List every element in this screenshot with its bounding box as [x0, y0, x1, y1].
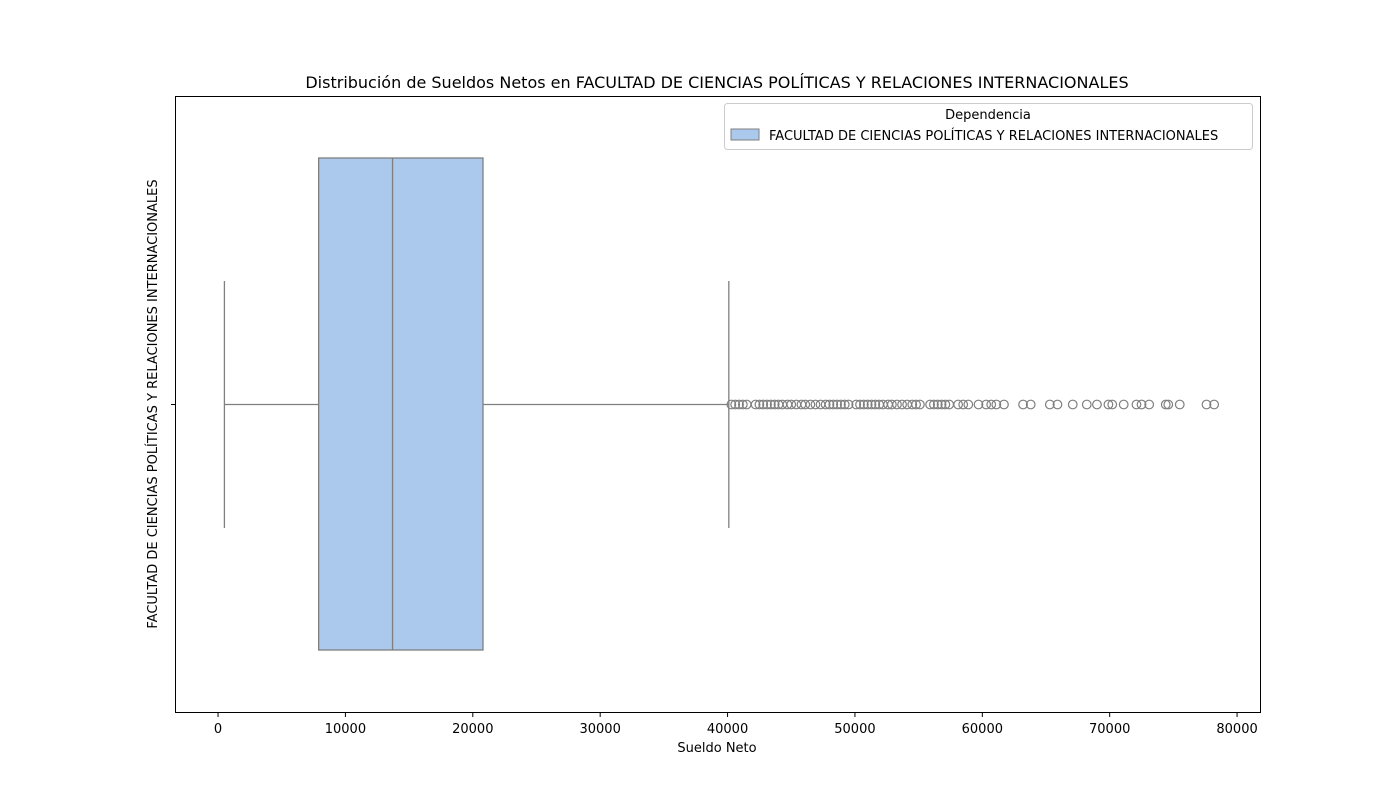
outlier-point — [1018, 399, 1028, 410]
outlier-point — [911, 399, 921, 410]
outlier-point — [1067, 399, 1078, 410]
x-tick-label: 30000 — [579, 722, 620, 737]
chart-title: Distribución de Sueldos Netos en FACULTA… — [305, 73, 1128, 92]
outlier-point — [940, 399, 951, 410]
x-tick-label: 40000 — [707, 722, 748, 737]
outlier-point — [805, 399, 816, 410]
x-tick-label: 80000 — [1216, 722, 1257, 737]
outlier-point — [866, 399, 877, 410]
outlier-point — [769, 399, 780, 410]
outlier-point — [815, 399, 826, 410]
outlier-point — [958, 399, 969, 410]
outlier-point — [1044, 399, 1055, 410]
box-marks — [223, 157, 1220, 651]
outlier-point — [762, 399, 772, 410]
outlier-point — [999, 399, 1009, 410]
x-tick-label: 60000 — [962, 722, 1003, 737]
outlier-point — [800, 399, 811, 410]
outlier-point — [824, 399, 835, 410]
x-tick-label: 50000 — [834, 722, 875, 737]
outlier-point — [1136, 399, 1147, 410]
outlier-point — [843, 399, 854, 410]
outlier-point — [765, 399, 776, 410]
outlier-point — [886, 399, 897, 410]
x-axis-ticks: 0 10000 20000 30000 40000 50000 60000 70000 8000… — [214, 712, 1258, 737]
outlier-point — [734, 399, 744, 410]
outlier-point — [1209, 399, 1220, 410]
y-axis-label: FACULTAD DE CIENCIAS POLÍTICAS Y RELACIO… — [145, 179, 161, 628]
outlier-point — [858, 399, 869, 410]
x-tick-label: 70000 — [1089, 722, 1130, 737]
outlier-point — [851, 399, 862, 410]
outlier-point — [786, 399, 797, 410]
legend-title: Dependencia — [945, 108, 1031, 123]
outlier-point — [892, 399, 902, 410]
outlier-point — [828, 399, 839, 410]
outlier-point — [1052, 399, 1063, 410]
outlier-point — [981, 399, 992, 410]
outlier-point — [1144, 399, 1155, 410]
outlier-point — [1201, 399, 1212, 410]
x-axis-label: Sueldo Neto — [677, 741, 756, 756]
outlier-point — [862, 399, 873, 410]
outlier-point — [758, 399, 769, 410]
outlier-point — [1107, 399, 1118, 410]
outlier-point — [737, 399, 748, 410]
outlier-point — [1163, 399, 1174, 410]
outlier-point — [754, 399, 765, 410]
outlier-point — [963, 399, 974, 410]
outlier-point — [1103, 399, 1114, 410]
outlier-point — [726, 399, 737, 410]
outlier-point — [791, 399, 802, 410]
outlier-point — [1118, 399, 1129, 410]
outlier-point — [907, 399, 918, 410]
outlier-point — [973, 399, 984, 410]
outlier-point — [1025, 399, 1036, 410]
outlier-point — [836, 399, 846, 410]
x-tick-label: 0 — [214, 722, 222, 737]
outlier-point — [810, 399, 821, 410]
outlier-point — [820, 399, 831, 410]
outlier-point — [1131, 399, 1142, 410]
iqr-box — [318, 157, 484, 651]
legend-entry-label: FACULTAD DE CIENCIAS POLÍTICAS Y RELACIO… — [769, 128, 1218, 144]
outlier-point — [870, 399, 881, 410]
outlier-point — [897, 399, 907, 410]
outlier-point — [855, 399, 865, 410]
x-tick-label: 20000 — [452, 722, 493, 737]
outlier-point — [902, 399, 913, 410]
outlier-point — [932, 399, 943, 410]
x-tick-label: 10000 — [325, 722, 366, 737]
legend-frame — [724, 103, 1253, 150]
outlier-point — [936, 399, 947, 410]
outlier-point — [730, 399, 741, 410]
outlier-point — [1081, 399, 1092, 410]
outlier-point — [1160, 399, 1171, 410]
outlier-point — [986, 399, 997, 410]
outlier-point — [1174, 399, 1185, 410]
outlier-point — [925, 399, 935, 410]
outlier-point — [914, 399, 925, 410]
outlier-point — [953, 399, 964, 410]
legend: Dependencia FACULTAD DE CIENCIAS POLÍTIC… — [724, 103, 1253, 150]
outlier-point — [929, 399, 939, 410]
outlier-point — [750, 399, 761, 410]
outlier-point — [839, 399, 850, 410]
legend-swatch — [730, 128, 760, 141]
outlier-point — [832, 399, 842, 410]
outlier-point — [1092, 399, 1102, 410]
outlier-point — [991, 399, 1002, 410]
